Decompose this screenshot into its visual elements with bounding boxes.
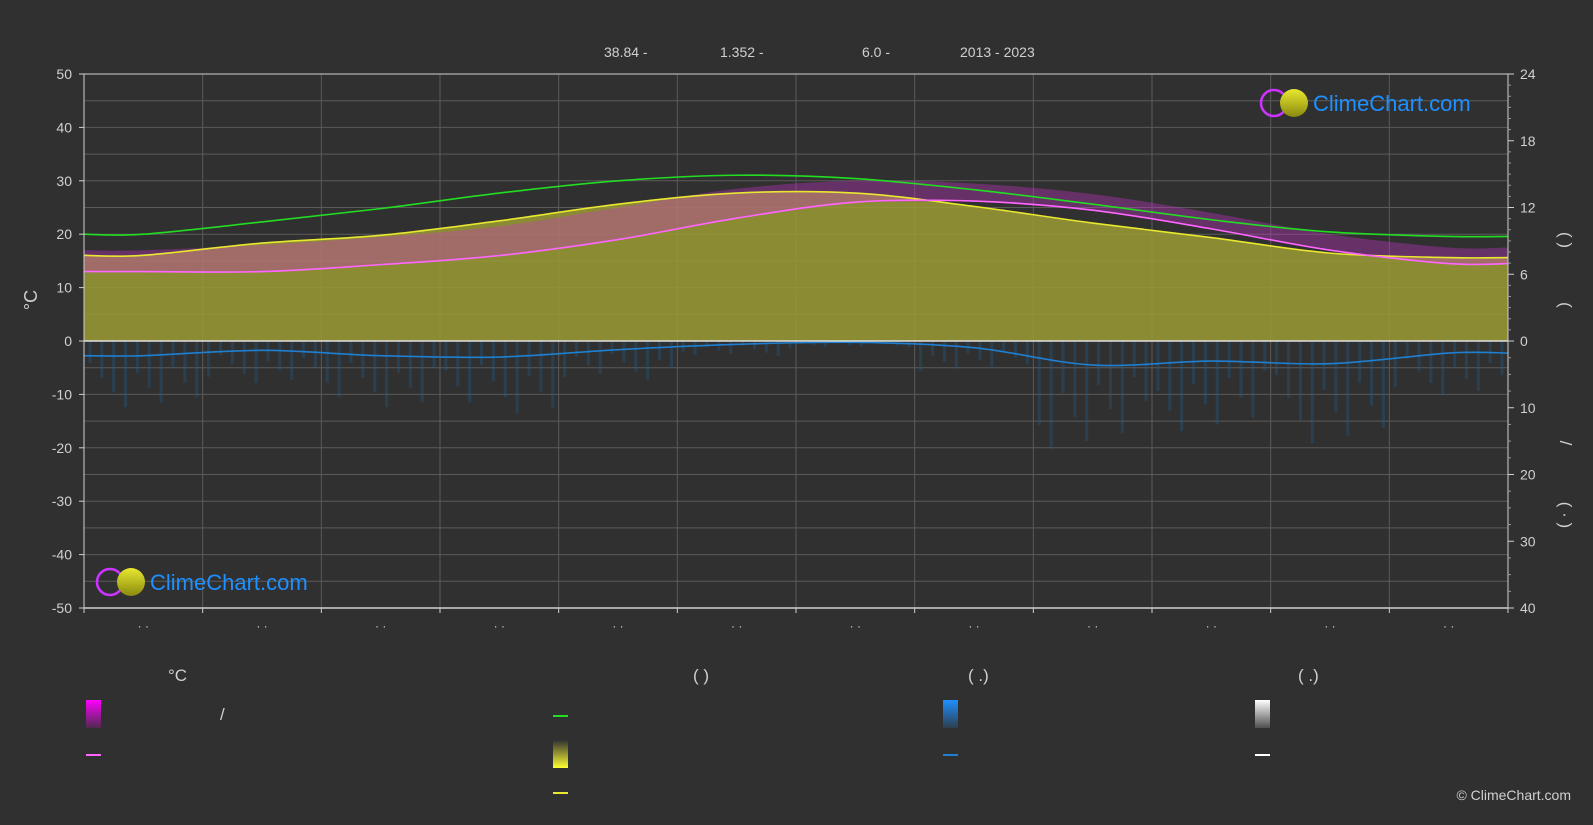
month-tick-label: · · — [1087, 619, 1098, 633]
legend-sunshine-mean-swatch — [553, 792, 568, 794]
right-tick-label: 18 — [1520, 133, 1536, 149]
precipitation-line — [83, 341, 1509, 367]
legend-temp-slash: / — [220, 705, 225, 724]
month-tick-label: · · — [375, 619, 386, 633]
left-tick-label: -30 — [52, 493, 72, 509]
month-tick-label: · · — [138, 619, 149, 633]
legend-snow-mean-swatch — [1255, 754, 1270, 756]
month-tick-label: · · — [850, 619, 861, 633]
left-tick-label: 20 — [56, 226, 72, 242]
legend-rain-title: ( .) — [968, 666, 989, 685]
right-tick-label: 0 — [1520, 333, 1528, 349]
legend-sunshine-range-swatch — [553, 740, 568, 768]
header-years: 2013 - 2023 — [960, 44, 1035, 60]
logo-sun-icon — [117, 568, 145, 596]
legend-temp-mean-swatch — [86, 754, 101, 756]
left-tick-label: -20 — [52, 440, 72, 456]
month-tick-label: · · — [256, 619, 267, 633]
sunshine-line — [83, 190, 1509, 259]
legend-rain-range-swatch — [943, 700, 958, 728]
legend-snow-range-swatch — [1255, 700, 1270, 728]
left-tick-label: 10 — [56, 280, 72, 296]
temperature-mean-line — [83, 199, 1509, 273]
logo-bottom: ClimeChart.com — [95, 567, 308, 597]
left-tick-label: 30 — [56, 173, 72, 189]
legend-rain-mean-swatch — [943, 754, 958, 756]
header-longitude: 1.352 - — [720, 44, 764, 60]
right-axis-label-1: ( ) — [1556, 232, 1575, 248]
month-tick-label: · · — [1324, 619, 1335, 633]
right-tick-label: 40 — [1520, 600, 1536, 616]
logo-text: ClimeChart.com — [1313, 91, 1471, 116]
left-tick-label: -50 — [52, 600, 72, 616]
left-tick-label: 0 — [64, 333, 72, 349]
left-axis-title: °C — [21, 290, 41, 310]
logo-text: ClimeChart.com — [150, 570, 308, 595]
month-tick-label: · · — [1443, 619, 1454, 633]
daylight-line — [83, 174, 1509, 238]
legend-snow-title: ( .) — [1298, 666, 1319, 685]
right-tick-label: 12 — [1520, 200, 1536, 216]
left-tick-label: 50 — [56, 66, 72, 82]
right-axis-label-4: ( · ) — [1556, 502, 1575, 528]
legend-temp-title: °C — [168, 666, 188, 685]
header-elevation: 6.0 - — [862, 44, 891, 60]
logo-top: ClimeChart.com — [1259, 88, 1471, 118]
left-tick-label: -10 — [52, 386, 72, 402]
right-tick-label: 30 — [1520, 533, 1536, 549]
month-tick-label: · · — [612, 619, 623, 633]
month-tick-label: · · — [1206, 619, 1217, 633]
logo-sun-icon — [1280, 89, 1308, 117]
temperature-range-band — [84, 180, 1508, 272]
legend-daylight-swatch — [553, 715, 568, 717]
month-tick-label: · · — [494, 619, 505, 633]
legend-temp-range-swatch — [86, 700, 101, 728]
copyright: © ClimeChart.com — [1456, 787, 1571, 803]
axes: 50 40 30 20 10 0 -10 -20 -30 -40 -50 24 18 12 6 0 10 20 30… — [52, 66, 1536, 633]
legend-sun-title: ( ) — [693, 666, 710, 685]
right-tick-label: 6 — [1520, 266, 1528, 282]
left-tick-label: 40 — [56, 119, 72, 135]
right-tick-label: 10 — [1520, 400, 1536, 416]
month-tick-label: · · — [731, 619, 742, 633]
right-axis-label-2: ( — [1556, 302, 1575, 308]
month-tick-label: · · — [968, 619, 979, 633]
data-lines — [83, 174, 1509, 367]
right-axis-label-3: / — [1556, 441, 1575, 446]
right-tick-label: 20 — [1520, 467, 1536, 483]
header-latitude: 38.84 - — [604, 44, 648, 60]
left-tick-label: -40 — [52, 547, 72, 563]
right-tick-label: 24 — [1520, 66, 1536, 82]
